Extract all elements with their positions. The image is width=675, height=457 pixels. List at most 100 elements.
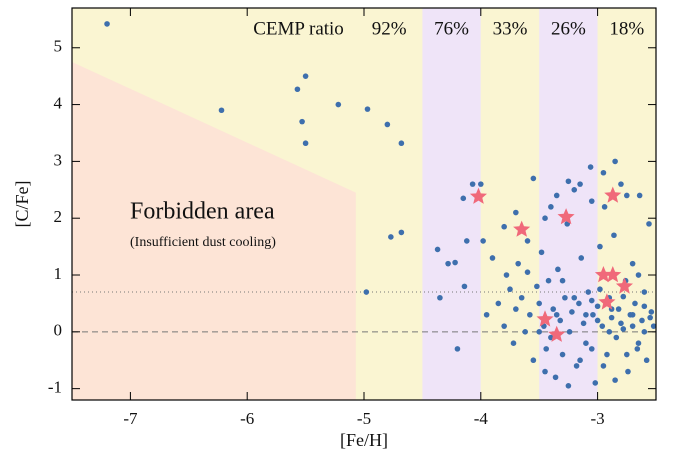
point	[513, 209, 519, 216]
point	[618, 181, 624, 187]
star-point	[548, 325, 566, 342]
point	[571, 186, 578, 193]
point	[501, 323, 507, 329]
point	[218, 107, 225, 114]
point	[612, 377, 618, 383]
point	[388, 234, 394, 240]
y-tick-label: 4	[54, 93, 63, 112]
point	[588, 346, 595, 352]
star-point	[469, 187, 487, 204]
point	[624, 192, 630, 199]
point	[463, 238, 470, 244]
point	[624, 351, 630, 358]
point	[650, 323, 656, 329]
point	[643, 357, 650, 364]
cemp-band	[480, 8, 540, 400]
point	[592, 380, 599, 386]
point	[434, 246, 441, 253]
cemp-band	[539, 8, 598, 400]
point	[648, 309, 655, 315]
point	[480, 238, 486, 244]
point	[615, 306, 622, 312]
y-tick-label: 0	[54, 321, 63, 340]
point	[104, 21, 110, 27]
point	[461, 283, 468, 290]
point	[641, 289, 648, 295]
star-point	[615, 277, 633, 294]
point	[635, 272, 642, 278]
point	[299, 118, 305, 125]
star-point	[536, 310, 554, 327]
star-point	[594, 266, 612, 283]
point	[571, 294, 578, 301]
point	[578, 255, 585, 261]
point	[543, 346, 550, 352]
point	[569, 309, 575, 315]
point	[606, 329, 613, 335]
point	[573, 363, 580, 369]
point	[545, 277, 552, 284]
point	[636, 192, 643, 199]
x-tick-label: -3	[591, 409, 605, 428]
forbidden-label: Forbidden area	[130, 199, 275, 225]
point	[364, 106, 371, 112]
point	[398, 140, 405, 147]
point	[542, 215, 548, 222]
point	[585, 289, 592, 295]
y-tick-label: 5	[54, 37, 63, 56]
point	[620, 293, 627, 300]
point	[597, 286, 603, 293]
forbidden-area	[72, 61, 356, 400]
point	[565, 382, 572, 389]
cemp-ratio-label: 26%	[551, 18, 586, 39]
cemp-ratio-label: 33%	[493, 18, 528, 39]
cemp-ratio-label: 18%	[609, 18, 644, 39]
point	[594, 303, 601, 310]
star-point	[557, 208, 575, 225]
point	[524, 238, 531, 244]
point	[576, 300, 582, 307]
point	[583, 311, 589, 318]
point	[562, 294, 568, 301]
point	[503, 272, 510, 278]
point	[588, 198, 595, 204]
point	[335, 101, 342, 108]
cemp-band	[355, 8, 423, 400]
point	[629, 260, 636, 267]
plot-background: 92% 76% 33% 26% 18% CEMP ratio Forbidden area (…	[72, 8, 656, 400]
point	[629, 311, 636, 318]
cemp-band	[422, 8, 481, 400]
point	[384, 121, 391, 128]
point	[495, 300, 502, 307]
x-tick-label: -6	[240, 409, 254, 428]
point	[555, 266, 561, 273]
point	[469, 181, 476, 187]
point	[507, 286, 513, 293]
point	[553, 311, 560, 318]
point	[632, 300, 638, 307]
point	[510, 340, 517, 346]
point	[437, 294, 443, 301]
point	[553, 192, 560, 199]
point	[600, 363, 607, 369]
point	[618, 320, 624, 327]
point	[587, 164, 594, 170]
cemp-ratio-title: CEMP ratio	[253, 18, 344, 39]
point	[302, 73, 309, 79]
point	[604, 351, 610, 358]
point	[515, 260, 521, 267]
forbidden-sublabel: (Insufficient dust cooling)	[130, 235, 276, 250]
point	[646, 221, 652, 227]
point	[565, 178, 572, 185]
point	[460, 195, 467, 202]
cemp-band	[597, 8, 656, 400]
point	[580, 320, 587, 327]
point	[597, 243, 603, 250]
x-tick-label: -7	[123, 409, 138, 428]
point	[600, 169, 607, 176]
point	[641, 329, 648, 335]
y-tick-label: -1	[48, 378, 62, 397]
point	[524, 269, 531, 275]
point	[641, 303, 648, 310]
star-point	[604, 186, 622, 203]
